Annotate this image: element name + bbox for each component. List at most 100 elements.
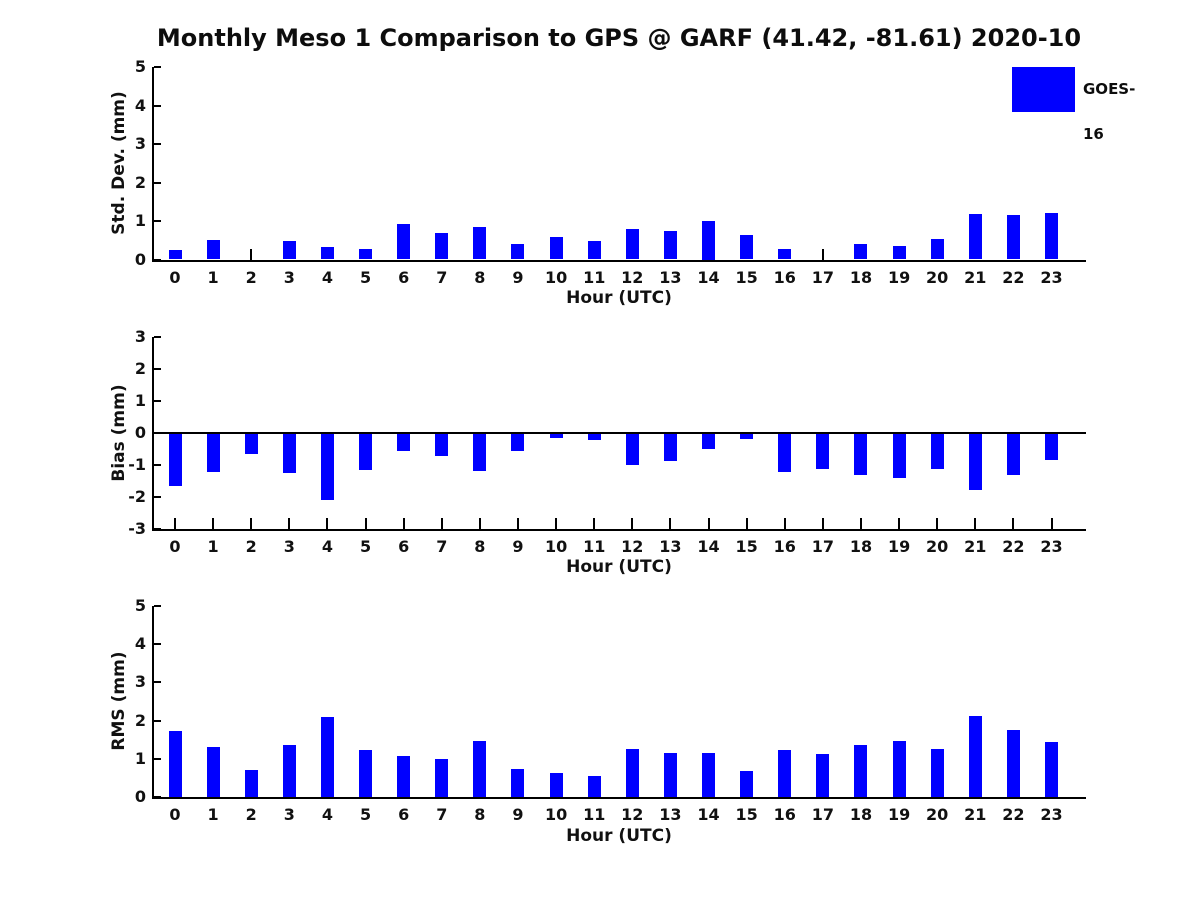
y-tick-label: 3 bbox=[134, 672, 146, 692]
y-tick-label: 1 bbox=[134, 390, 146, 410]
y-tick bbox=[154, 757, 161, 760]
legend-series-label: GOES-16 bbox=[1083, 80, 1136, 143]
bar bbox=[435, 758, 449, 797]
bar bbox=[282, 432, 296, 473]
x-tick bbox=[974, 517, 977, 529]
y-tick-label: 4 bbox=[134, 634, 146, 654]
y-tick-label: 0 bbox=[134, 249, 146, 269]
y-tick-label: -1 bbox=[128, 454, 146, 474]
figure-title: Monthly Meso 1 Comparison to GPS @ GARF … bbox=[156, 24, 1082, 52]
x-tick bbox=[326, 517, 329, 529]
bar bbox=[892, 245, 906, 260]
x-tick-label: 10 bbox=[544, 536, 568, 556]
bar bbox=[930, 239, 944, 260]
x-tick-label: 6 bbox=[398, 536, 410, 556]
x-tick bbox=[669, 517, 672, 529]
x-tick-label: 11 bbox=[583, 536, 606, 556]
x-tick bbox=[1050, 517, 1053, 529]
x-tick-label: 4 bbox=[321, 536, 333, 556]
x-tick-label: 3 bbox=[283, 805, 295, 824]
y-axis-label-rms: RMS (mm) bbox=[109, 651, 129, 751]
bar bbox=[663, 432, 677, 462]
x-tick bbox=[783, 517, 786, 529]
bar bbox=[625, 228, 639, 260]
x-tick-label: 8 bbox=[474, 805, 486, 824]
bar bbox=[206, 432, 220, 472]
x-tick-label: 14 bbox=[697, 267, 720, 287]
y-tick bbox=[154, 367, 161, 370]
x-tick-label: 12 bbox=[621, 536, 644, 556]
x-tick bbox=[593, 517, 596, 529]
x-tick-label: 18 bbox=[849, 805, 873, 824]
bar bbox=[473, 226, 487, 260]
x-axis-spine bbox=[152, 528, 1086, 531]
x-tick-label: 5 bbox=[359, 536, 372, 556]
x-tick-label: 5 bbox=[359, 267, 372, 287]
x-tick-label: 10 bbox=[544, 267, 568, 287]
y-axis-label-bias: Bias (mm) bbox=[109, 384, 129, 482]
x-tick bbox=[478, 517, 481, 529]
x-tick bbox=[936, 517, 939, 529]
x-tick bbox=[631, 517, 634, 529]
y-tick-label: -2 bbox=[128, 486, 146, 506]
x-tick-label: 7 bbox=[436, 267, 448, 287]
bar bbox=[816, 432, 830, 470]
x-tick-label: 13 bbox=[659, 267, 682, 287]
bar bbox=[1045, 432, 1059, 460]
x-tick-label: 16 bbox=[773, 805, 796, 824]
x-tick-label: 20 bbox=[926, 536, 949, 556]
y-tick-label: 3 bbox=[134, 134, 146, 153]
x-tick-label: 0 bbox=[169, 267, 181, 287]
bar bbox=[397, 224, 411, 260]
x-tick-label: 22 bbox=[1002, 536, 1025, 556]
x-tick-label: 2 bbox=[245, 536, 257, 556]
bar bbox=[549, 432, 563, 439]
x-tick-label: 15 bbox=[735, 536, 758, 556]
y-tick-label: 3 bbox=[134, 327, 146, 346]
x-tick-label: 9 bbox=[512, 267, 524, 287]
y-tick bbox=[154, 643, 161, 646]
x-tick-label: 20 bbox=[926, 267, 949, 287]
bar bbox=[740, 771, 754, 797]
x-tick bbox=[364, 517, 367, 529]
y-tick bbox=[154, 495, 161, 498]
y-tick-label: 2 bbox=[134, 358, 146, 378]
x-tick-label: 11 bbox=[583, 267, 606, 287]
bar bbox=[1045, 741, 1059, 797]
bar bbox=[320, 716, 334, 797]
x-tick-label: 23 bbox=[1040, 536, 1063, 556]
x-tick bbox=[250, 248, 253, 260]
bar bbox=[1006, 432, 1020, 475]
bar bbox=[359, 432, 373, 471]
bar bbox=[816, 754, 830, 797]
bar bbox=[702, 753, 716, 797]
y-axis-spine bbox=[152, 67, 154, 262]
y-tick-label: 0 bbox=[134, 787, 146, 806]
x-tick-label: 16 bbox=[773, 267, 796, 287]
x-tick-label: 19 bbox=[887, 536, 911, 556]
y-axis-label-std-dev: Std. Dev. (mm) bbox=[109, 91, 129, 235]
x-tick-label: 11 bbox=[583, 805, 606, 824]
bar bbox=[359, 750, 373, 797]
bar bbox=[359, 248, 373, 260]
bar bbox=[282, 745, 296, 797]
y-tick bbox=[154, 143, 161, 145]
x-tick-label: 23 bbox=[1040, 267, 1063, 287]
bar bbox=[244, 770, 258, 797]
x-tick bbox=[402, 517, 405, 529]
bar bbox=[206, 239, 220, 260]
x-tick-label: 17 bbox=[811, 536, 834, 556]
bar bbox=[663, 752, 677, 797]
y-axis-spine bbox=[152, 606, 154, 799]
bar bbox=[702, 221, 716, 260]
x-tick bbox=[516, 517, 519, 529]
bar bbox=[397, 755, 411, 797]
bar bbox=[854, 432, 868, 475]
x-tick-label: 7 bbox=[436, 536, 448, 556]
y-tick-label: 4 bbox=[134, 95, 146, 115]
x-tick-label: 9 bbox=[512, 536, 524, 556]
bar bbox=[778, 749, 792, 797]
bar bbox=[854, 745, 868, 797]
